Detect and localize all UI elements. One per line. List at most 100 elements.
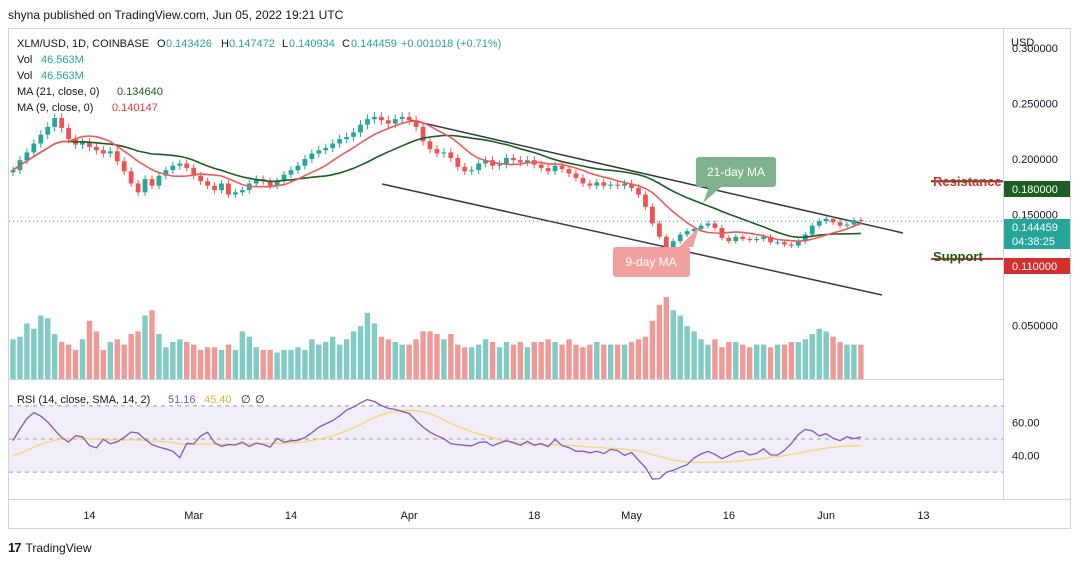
candle-body <box>52 118 58 127</box>
volume-bar <box>121 344 127 379</box>
candle-body <box>552 165 558 172</box>
candle-body <box>580 177 586 184</box>
volume-bar <box>809 334 815 379</box>
time-tick-label: 16 <box>723 510 735 522</box>
currency-label: USD <box>1011 37 1034 49</box>
ma9-line <box>12 119 862 243</box>
rsi-value: 51.16 <box>168 394 196 406</box>
volume-bar <box>705 344 711 379</box>
candle-body <box>434 149 440 154</box>
candle-body <box>747 238 753 241</box>
volume-bar <box>156 334 162 379</box>
ma9-callout: 9-day MA <box>613 227 699 277</box>
volume-bar <box>170 341 176 379</box>
volume-bar <box>100 349 107 379</box>
candle-body <box>497 164 502 166</box>
volume-bar <box>128 334 134 379</box>
volume-bar <box>462 347 468 379</box>
price-chart[interactable]: 0.3000000.2500000.2000000.1500000.100000… <box>9 29 1070 528</box>
tradingview-logo[interactable]: 17 TradingView <box>8 540 92 555</box>
last-price-tag: 0.144459 04:38:25 <box>1004 219 1070 249</box>
volume-bar <box>392 341 398 379</box>
candle-body <box>309 153 315 160</box>
volume-bar <box>135 331 141 379</box>
candle-body <box>511 157 516 161</box>
candle-body <box>351 132 356 137</box>
rsi-na-2: ∅ <box>255 394 265 406</box>
open-label: O <box>157 38 166 50</box>
vol2-value: 46.563M <box>41 70 84 82</box>
candle-body <box>378 116 384 121</box>
candle-body <box>761 236 766 239</box>
volume-bar <box>191 344 197 379</box>
volume-bar <box>38 315 44 379</box>
volume-bar <box>24 323 30 379</box>
candle-body <box>601 182 607 186</box>
volume-bar <box>469 347 475 379</box>
volume-bar <box>663 297 669 379</box>
time-tick-label: Apr <box>401 510 418 522</box>
candle-body <box>330 143 336 148</box>
candle-body <box>636 187 641 195</box>
vol2-label: Vol <box>17 70 32 82</box>
volume-bar <box>691 331 697 379</box>
volume-bar <box>475 344 482 379</box>
candle-body <box>587 183 593 186</box>
volume-bar <box>788 341 795 379</box>
volume-bar <box>142 315 148 379</box>
candle-body <box>323 147 329 151</box>
candle-body <box>823 218 829 222</box>
candle-body <box>462 166 468 172</box>
candle-body <box>31 143 37 153</box>
ma21-callout: 21-day MA <box>696 157 776 203</box>
volume-bar <box>747 347 753 379</box>
price-axis-border <box>1003 29 1004 499</box>
time-axis: 14 Mar 14 Apr 18 May 16 Jun 13 <box>83 510 929 522</box>
rsi-tick-label: 40.00 <box>1012 451 1040 463</box>
change-value: +0.001018 (+0.71%) <box>401 38 501 50</box>
volume-bar <box>52 334 58 379</box>
candle-body <box>782 242 787 245</box>
volume-bar <box>225 344 232 379</box>
candle-body <box>149 179 155 186</box>
tradingview-mark-icon: 17 <box>8 540 22 555</box>
chart-legend: XLM/USD, 1D, COINBASE O 0.143426 H 0.147… <box>17 38 501 406</box>
candle-body <box>524 160 530 163</box>
ma9-callout-text: 9-day MA <box>625 255 676 269</box>
chart-frame[interactable]: 0.3000000.2500000.2000000.1500000.100000… <box>8 28 1071 529</box>
time-tick-label: 18 <box>528 510 540 522</box>
candle-body <box>809 225 815 235</box>
ma21-line <box>12 134 861 239</box>
plot-area <box>9 29 1070 500</box>
volume-bar <box>45 318 51 379</box>
candle-body <box>198 175 204 182</box>
candle-body <box>858 220 864 222</box>
candle-body <box>128 171 134 184</box>
volume-bars <box>10 297 864 379</box>
time-tick-label: Mar <box>184 510 203 522</box>
candle-body <box>24 152 30 161</box>
volume-bar <box>844 344 850 379</box>
volume-bar <box>448 334 454 379</box>
support-label: Support <box>933 249 983 264</box>
volume-bar <box>65 344 72 379</box>
candle-body <box>365 119 370 125</box>
candle-body <box>253 179 259 184</box>
volume-bar <box>670 310 676 379</box>
candle-body <box>656 223 662 237</box>
volume-bar <box>628 341 635 379</box>
volume-bar <box>531 341 537 379</box>
candle-body <box>427 141 433 150</box>
volume-bar <box>72 349 79 379</box>
volume-bar <box>802 339 808 379</box>
volume-bar <box>545 339 551 379</box>
volume-bar <box>816 328 822 379</box>
volume-bar <box>31 328 37 379</box>
time-axis-border <box>9 499 1070 500</box>
volume-bar <box>601 344 607 379</box>
low-value: 0.140934 <box>289 38 335 50</box>
volume-bar <box>79 339 86 379</box>
volume-bar <box>510 344 517 379</box>
volume-bar <box>406 344 412 379</box>
price-tick-label: 0.250000 <box>1012 99 1058 111</box>
